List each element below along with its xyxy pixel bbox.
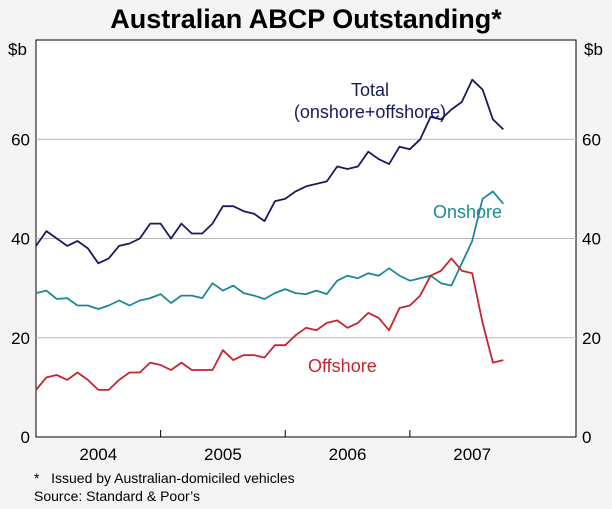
series-label-onshore-0: Onshore [433, 202, 502, 222]
x-tick-2004: 2004 [79, 445, 117, 464]
series-label-total-1: (onshore+offshore) [294, 102, 446, 122]
series-labels: Total(onshore+offshore) Onshore Offshore [294, 80, 502, 376]
series-label-offshore-0: Offshore [308, 356, 377, 376]
x-tick-2007: 2007 [453, 445, 491, 464]
series-line-total [35, 78, 504, 265]
x-tick-2005: 2005 [204, 445, 242, 464]
y-tick-right-20: 20 [582, 329, 601, 348]
x-tick-2006: 2006 [329, 445, 367, 464]
y-tick-left-40: 40 [11, 230, 30, 249]
y-tick-right-40: 40 [582, 230, 601, 249]
footnote: * Issued by Australian-domiciled vehicle… [34, 470, 295, 486]
y-tick-left-20: 20 [11, 329, 30, 348]
series-line-offshore [35, 257, 504, 391]
y-tick-right-0: 0 [582, 428, 591, 447]
y-axis-unit-right: $b [584, 40, 603, 59]
chart-title: Australian ABCP Outstanding* [110, 4, 502, 34]
axis-ticks: 0 0 20 20 40 40 60 60 2004 2005 2006 2007 [11, 130, 601, 464]
y-tick-right-60: 60 [582, 130, 601, 149]
series-label-total-0: Total [351, 80, 389, 100]
source-note: Source: Standard & Poor’s [34, 488, 201, 504]
y-tick-left-0: 0 [21, 428, 30, 447]
series-lines [35, 78, 504, 391]
y-tick-left-60: 60 [11, 130, 30, 149]
y-axis-unit-left: $b [8, 40, 27, 59]
series-line-onshore [35, 190, 504, 310]
